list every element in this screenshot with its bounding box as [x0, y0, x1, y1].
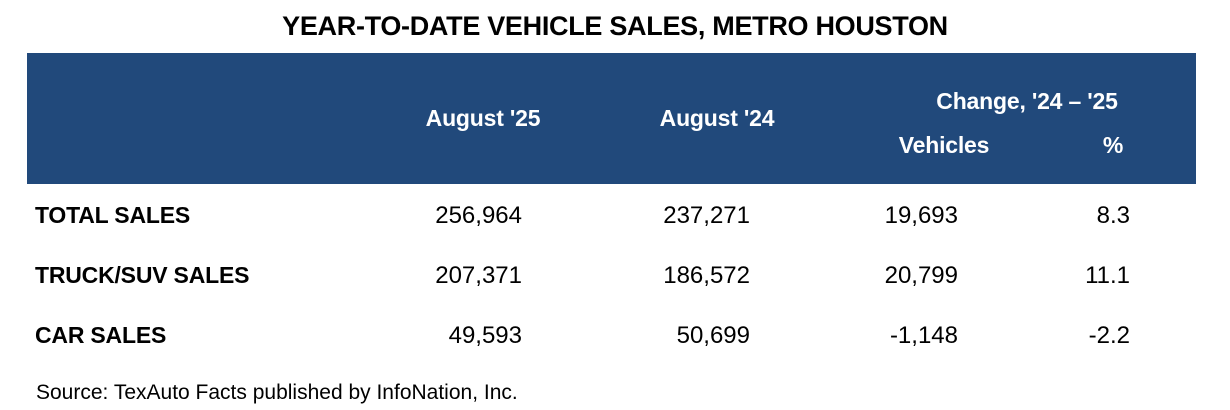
truck-suv-sales-change-percent: 11.1 [1085, 261, 1130, 289]
header-category-spacer [27, 53, 390, 184]
total-sales-change-percent: 8.3 [1096, 201, 1130, 229]
header-august-24: August '24 [576, 53, 858, 184]
source-note: Source: TexAuto Facts published by InfoN… [36, 381, 518, 404]
table-header: August '25 August '24 Change, '24 – '25 … [27, 53, 1196, 184]
truck-suv-sales-august-25: 207,371 [435, 261, 522, 289]
header-change-percent: % [1030, 117, 1196, 184]
car-sales-august-25: 49,593 [448, 321, 522, 349]
car-sales-change-vehicles: -1,148 [889, 321, 958, 349]
car-sales-change-percent: -2.2 [1088, 321, 1130, 349]
total-sales-august-24: 237,271 [663, 201, 750, 229]
row-label: TRUCK/SUV SALES [35, 262, 250, 288]
table-row-car-sales: CAR SALES 49,593 50,699 -1,148 -2.2 [27, 304, 1196, 364]
car-sales-august-24: 50,699 [676, 321, 750, 349]
table-row-total-sales: TOTAL SALES 256,964 237,271 19,693 8.3 [27, 184, 1196, 244]
truck-suv-sales-change-vehicles: 20,799 [884, 261, 958, 289]
row-label: CAR SALES [35, 322, 167, 348]
total-sales-change-vehicles: 19,693 [884, 201, 958, 229]
header-august-25: August '25 [390, 53, 576, 184]
header-change-vehicles: Vehicles [858, 117, 1030, 184]
total-sales-august-25: 256,964 [435, 201, 522, 229]
table-row-truck-suv-sales: TRUCK/SUV SALES 207,371 186,572 20,799 1… [27, 244, 1196, 304]
page-title: YEAR-TO-DATE VEHICLE SALES, METRO HOUSTO… [282, 11, 948, 41]
row-label: TOTAL SALES [35, 202, 190, 228]
truck-suv-sales-august-24: 186,572 [663, 261, 750, 289]
table-body: TOTAL SALES 256,964 237,271 19,693 8.3 T… [27, 184, 1196, 364]
vehicle-sales-table: August '25 August '24 Change, '24 – '25 … [27, 53, 1196, 364]
header-change-24-25: Change, '24 – '25 [858, 53, 1196, 117]
